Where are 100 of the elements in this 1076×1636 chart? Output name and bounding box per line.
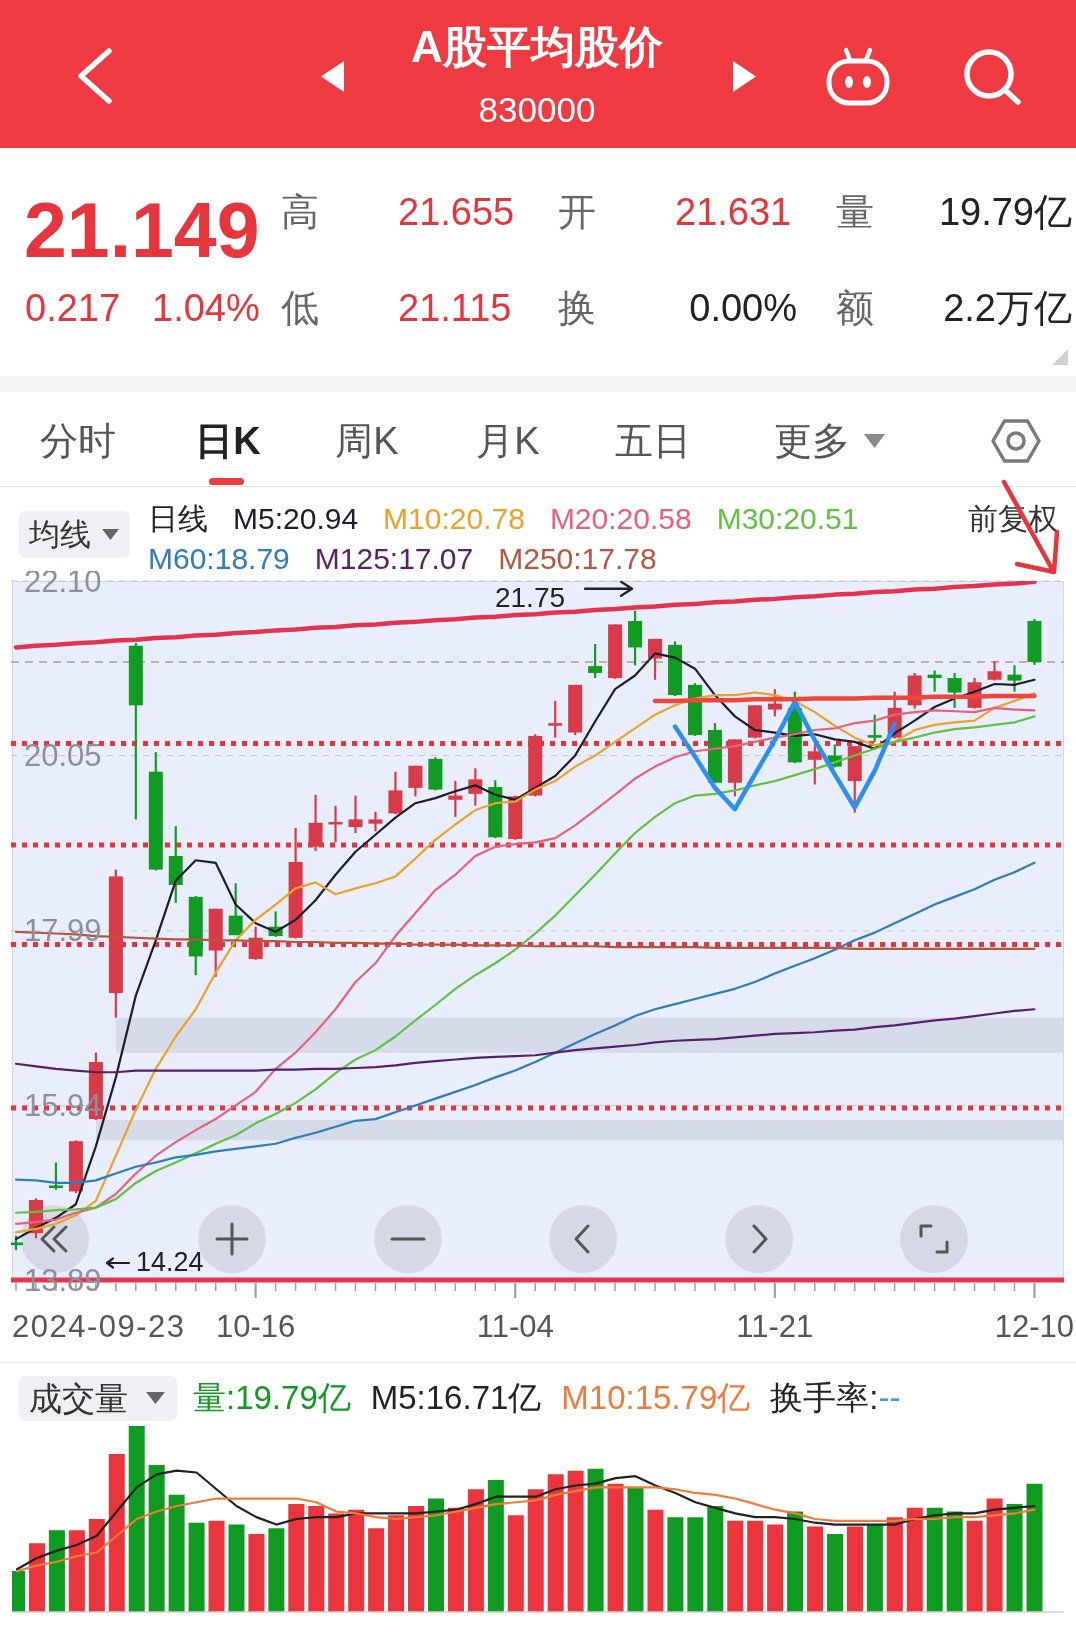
annotation: 21.75 [494,582,566,614]
text: M125:17.07 [314,541,474,577]
bar [527,1489,544,1612]
bar [707,1505,724,1612]
bar [886,1517,903,1612]
bar [288,1504,305,1612]
bar [268,1528,285,1612]
bar [427,1498,444,1612]
text: M30:20.51 [716,501,859,537]
candlestick [408,764,423,798]
bar [447,1507,464,1612]
text: 高 [281,190,319,235]
candlestick [348,794,363,835]
line-series [14,861,1036,1185]
text: 21.631 [675,190,792,235]
text: 830000 [478,89,596,131]
dropdown-button: 成交量 [19,1376,177,1421]
text: M250:17.78 [498,541,657,577]
candlestick [328,804,343,844]
bar [128,1426,145,1612]
bar [348,1509,365,1612]
text: M5:20.94 [233,501,359,537]
bar [906,1507,923,1612]
bar [1026,1483,1043,1612]
text: 19.79亿 [938,190,1072,235]
bar [647,1509,664,1612]
candlestick [987,659,1002,682]
text: 低 [281,286,319,331]
bar [807,1526,824,1612]
bar [28,1543,45,1612]
text: 月K [476,419,540,464]
bar [926,1507,943,1612]
candlestick [388,770,403,816]
bar [627,1487,644,1612]
bar [826,1533,843,1612]
bar [467,1489,484,1612]
bar [208,1520,225,1612]
candlestick [807,745,822,786]
text: 0.217 [25,286,121,331]
bar [148,1465,165,1612]
bar [946,1511,963,1612]
candlestick [368,810,383,833]
candlestick [448,779,463,818]
bar [408,1505,425,1612]
text: M20:20.58 [549,501,692,537]
text: 换手率: [770,1379,879,1416]
text: 量 [836,190,874,235]
text: 21.149 [24,186,260,275]
bar [846,1526,863,1612]
text: 五日 [615,419,691,464]
text: M60:18.79 [148,541,290,577]
text: 2.2万亿 [943,286,1072,331]
bar [188,1522,205,1612]
bar [567,1470,584,1612]
bar [587,1468,604,1612]
x-tick-label: 11-04 [476,1308,554,1344]
bar [687,1517,704,1612]
bar [787,1511,804,1612]
text: A股平均股价 [411,20,663,73]
bar [388,1515,405,1612]
text: 0.00% [689,286,797,331]
bar [966,1520,983,1612]
dropdown-button: 均线 [19,511,130,558]
bar [48,1530,65,1612]
bar [507,1515,524,1612]
text: 1.04% [152,286,260,331]
text: M10:15.79亿 [561,1378,751,1418]
y-tick-label: 20.05 [24,738,102,774]
text: 额 [836,286,874,331]
text: -- [878,1379,901,1416]
text: 周K [335,419,399,464]
text: 21.655 [398,190,515,235]
bar [308,1505,325,1612]
text: 开 [558,190,596,235]
chart-title: 成交量 [29,1379,128,1419]
text: 2024-09-23 [12,1307,186,1346]
bar [68,1530,85,1612]
bar [228,1524,245,1612]
text: 日K [195,419,261,464]
bar [1006,1504,1023,1612]
bar [747,1520,764,1612]
bar [328,1513,345,1612]
bar [986,1498,1003,1612]
bar [667,1517,684,1612]
x-tick-label: 11-21 [736,1308,814,1344]
text: 更多 [774,419,850,464]
bar [487,1479,504,1612]
text: 21.115 [398,286,512,331]
text: 换 [558,286,596,331]
bar [168,1494,185,1612]
text: M5:16.71亿 [370,1378,542,1418]
text: 分时 [40,419,116,464]
candlestick [548,699,563,739]
candlestick [228,882,243,937]
bar [767,1524,784,1612]
candlestick [867,713,882,744]
candlestick [947,671,962,709]
x-tick-label: 10-16 [215,1308,296,1344]
bar [368,1528,385,1612]
candlestick [767,688,782,718]
